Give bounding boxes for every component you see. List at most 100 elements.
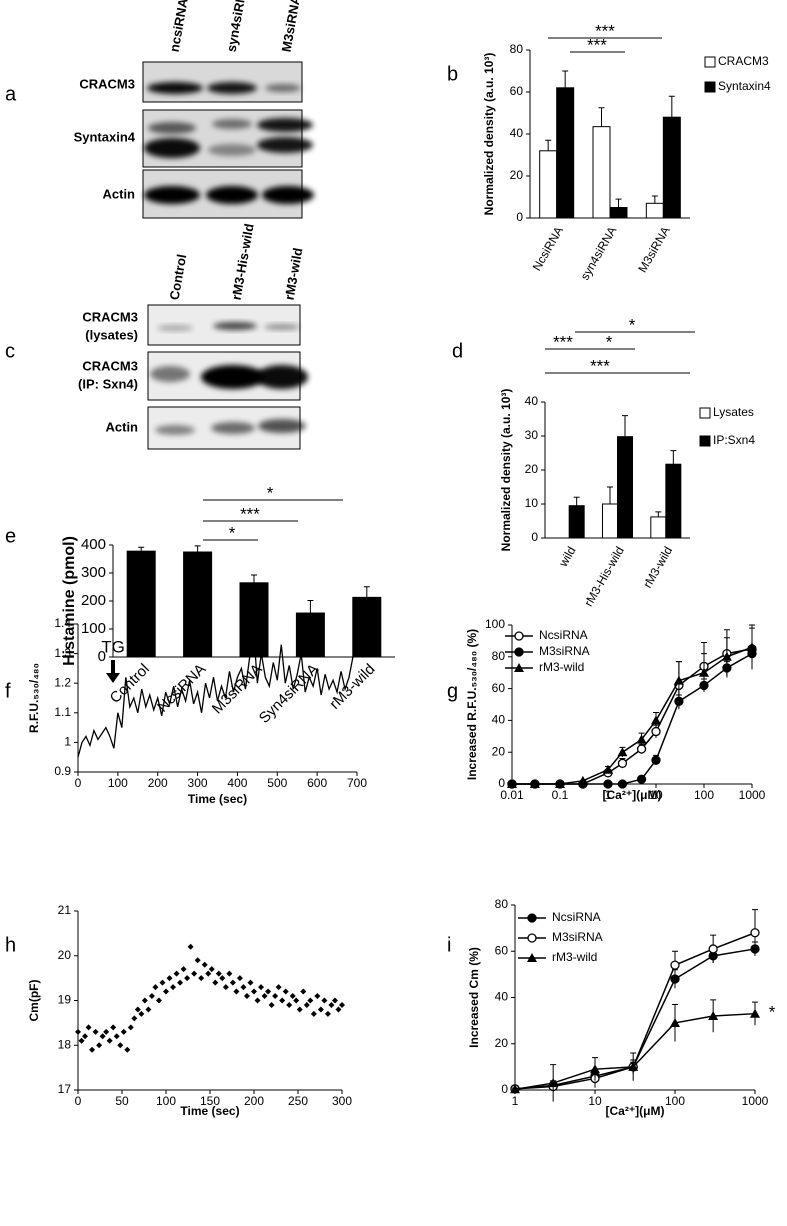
x-tick-label: 50 xyxy=(115,1094,129,1108)
annotation: * xyxy=(769,1002,776,1021)
point xyxy=(148,993,155,1000)
x-tick-label: 100 xyxy=(108,776,128,790)
marker xyxy=(721,651,732,661)
error-bar xyxy=(307,599,314,614)
point xyxy=(279,997,286,1004)
x-tick-label: 100 xyxy=(665,1094,685,1108)
blot-band xyxy=(144,138,200,158)
point xyxy=(222,984,229,991)
y-tick-label: 1.4 xyxy=(54,616,71,630)
point xyxy=(268,1001,275,1008)
annotation-arrow-head xyxy=(106,673,120,683)
point xyxy=(103,1028,110,1035)
bar xyxy=(239,582,269,658)
point xyxy=(145,1006,152,1013)
marker xyxy=(747,642,757,652)
point xyxy=(198,975,205,982)
y-tick-label: 40 xyxy=(510,126,524,140)
point xyxy=(275,984,282,991)
y-axis-label: Increased R.F.U.₅₃₀/₄₈₀ (%) xyxy=(465,629,479,780)
marker xyxy=(673,675,684,685)
y-tick-label: 21 xyxy=(58,903,72,917)
point xyxy=(215,970,222,977)
x-tick-label: 0.1 xyxy=(552,788,569,802)
legend-marker xyxy=(514,647,524,657)
point xyxy=(303,1001,310,1008)
y-tick-label: 1.3 xyxy=(54,646,71,660)
point xyxy=(85,1024,92,1031)
blot-band xyxy=(155,425,195,435)
error-bar xyxy=(138,546,145,552)
line xyxy=(77,626,354,758)
point xyxy=(321,997,328,1004)
error-bar xyxy=(622,415,628,437)
annotation: TG xyxy=(101,637,125,656)
point xyxy=(307,997,314,1004)
x-tick-label: 1 xyxy=(512,1094,519,1108)
legend-swatch xyxy=(699,407,711,419)
y-tick-label: 100 xyxy=(81,620,106,637)
y-tick-label: 60 xyxy=(495,943,509,957)
y-tick-label: 80 xyxy=(492,649,506,663)
point xyxy=(173,970,180,977)
point xyxy=(236,975,243,982)
point xyxy=(166,975,173,982)
point xyxy=(117,1042,124,1049)
point xyxy=(251,988,257,995)
y-tick-label: 40 xyxy=(492,713,506,727)
row-label: (IP: Sxn4) xyxy=(78,376,138,391)
y-tick-label: 0 xyxy=(516,210,523,224)
x-tick-label: 1000 xyxy=(742,1094,769,1108)
x-tick-label: 500 xyxy=(267,776,287,790)
y-tick-label: 20 xyxy=(495,1036,509,1050)
y-tick-label: 80 xyxy=(510,42,524,56)
point xyxy=(317,1006,324,1013)
legend-label: rM3-wild xyxy=(539,660,584,674)
y-axis-label: Histamine (pmol) xyxy=(61,536,78,666)
point xyxy=(310,1010,317,1017)
marker xyxy=(636,744,647,754)
marker xyxy=(651,715,661,725)
point xyxy=(296,1006,303,1013)
legend-label: NcsiRNA xyxy=(539,628,588,642)
error-bar xyxy=(194,545,201,552)
x-tick-label: 0 xyxy=(75,1094,82,1108)
point xyxy=(272,993,279,1000)
point xyxy=(289,993,296,1000)
error-bar xyxy=(573,496,580,506)
point xyxy=(191,970,198,977)
row-label: Actin xyxy=(106,419,139,434)
y-tick-label: 300 xyxy=(81,564,106,581)
x-tick-label: 200 xyxy=(148,776,168,790)
blot-band xyxy=(258,419,306,433)
point xyxy=(219,975,226,982)
point xyxy=(141,997,148,1004)
blot-band xyxy=(147,82,203,94)
blot-band xyxy=(201,365,265,389)
point xyxy=(127,1024,134,1031)
marker xyxy=(708,1011,719,1020)
legend-swatch xyxy=(699,435,711,447)
bar xyxy=(602,503,618,539)
blot-band xyxy=(256,365,308,389)
bar xyxy=(609,207,628,219)
bar xyxy=(556,87,575,219)
x-tick-label: 100 xyxy=(156,1094,176,1108)
point xyxy=(205,970,212,977)
y-axis-label: R.F.U.₅₃₀/₄₈₀ xyxy=(27,663,41,733)
error-bar xyxy=(668,95,675,118)
significance-label: *** xyxy=(587,35,607,54)
significance-label: *** xyxy=(240,504,260,523)
point xyxy=(201,961,208,968)
blot-band xyxy=(150,366,190,382)
bar xyxy=(662,116,681,219)
blot-band xyxy=(206,186,258,204)
point xyxy=(184,975,191,982)
legend-label: M3siRNA xyxy=(539,644,590,658)
point xyxy=(282,988,289,995)
point xyxy=(163,988,169,995)
point xyxy=(170,984,177,991)
y-tick-label: 60 xyxy=(492,681,506,695)
